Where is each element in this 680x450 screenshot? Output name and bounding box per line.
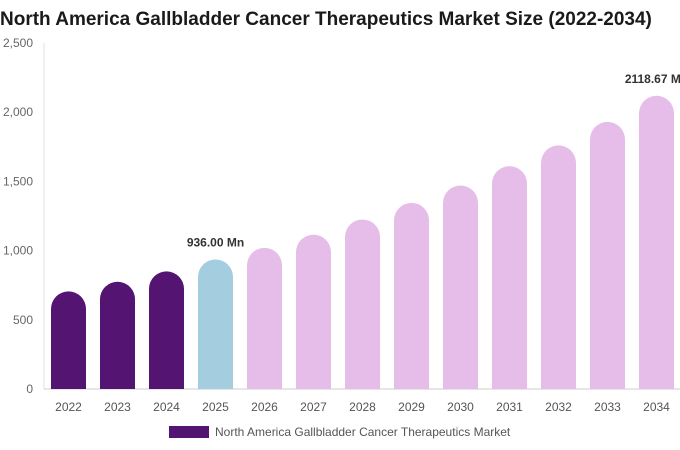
x-tick-label: 2031 — [496, 400, 523, 414]
x-tick-label: 2027 — [300, 400, 327, 414]
y-tick-label: 2,500 — [3, 36, 33, 50]
x-tick-label: 2022 — [55, 400, 82, 414]
y-tick-label: 500 — [13, 313, 33, 327]
y-tick-label: 1,500 — [3, 174, 33, 188]
chart-bars — [51, 95, 674, 390]
chart-legend: North America Gallbladder Cancer Therape… — [169, 425, 510, 439]
bar-2023 — [100, 281, 135, 389]
bar-2034 — [639, 95, 674, 390]
x-tick-label: 2025 — [202, 400, 229, 414]
bar-2027 — [296, 234, 331, 389]
chart-labels: 2022 2023 2024 2025 2026 2027 2028 2029 2030 2031… — [55, 72, 680, 414]
y-tick-label: 1,000 — [3, 244, 33, 258]
legend-label: North America Gallbladder Cancer Therape… — [215, 425, 511, 439]
bar-2032 — [541, 145, 576, 389]
bar-2029 — [394, 202, 429, 389]
bar-2025 — [198, 259, 233, 389]
x-tick-label: 2030 — [447, 400, 474, 414]
legend-swatch — [169, 426, 209, 438]
x-tick-label: 2032 — [545, 400, 572, 414]
data-label: 2118.67 Mn — [625, 72, 680, 86]
x-tick-label: 2026 — [251, 400, 278, 414]
data-label: 936.00 Mn — [187, 235, 244, 249]
bar-2030 — [443, 185, 478, 389]
bar-2033 — [590, 121, 625, 389]
x-tick-label: 2024 — [153, 400, 180, 414]
bar-2028 — [345, 219, 380, 389]
bar-2031 — [492, 166, 527, 389]
x-tick-label: 2023 — [104, 400, 131, 414]
chart-title: North America Gallbladder Cancer Therape… — [0, 9, 652, 30]
y-tick-label: 2,000 — [3, 105, 33, 119]
x-tick-label: 2028 — [349, 400, 376, 414]
x-tick-label: 2034 — [643, 400, 670, 414]
bar-2026 — [247, 247, 282, 389]
bar-2024 — [149, 271, 184, 389]
y-tick-label: 0 — [26, 382, 33, 396]
x-tick-label: 2029 — [398, 400, 425, 414]
x-tick-label: 2033 — [594, 400, 621, 414]
bar-2022 — [51, 291, 86, 389]
